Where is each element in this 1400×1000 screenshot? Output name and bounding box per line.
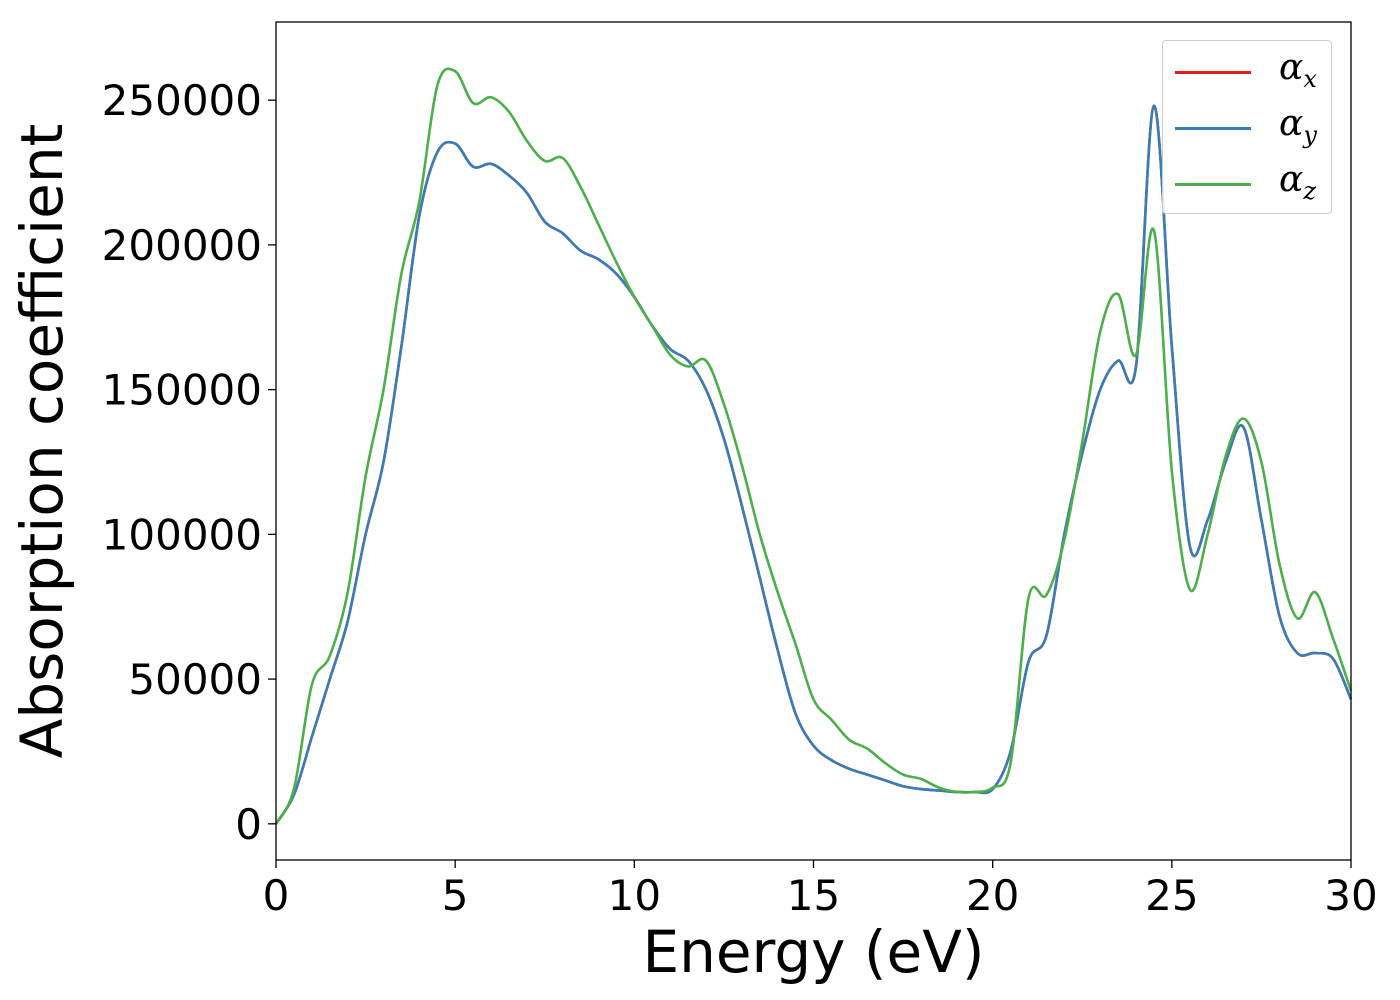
legend-label: αy xyxy=(1279,103,1317,149)
x-tick-label: 30 xyxy=(1324,871,1377,920)
series-line-α-z xyxy=(274,67,1353,825)
legend-label-symbol: α xyxy=(1279,159,1304,200)
y-tick-label: 0 xyxy=(235,800,262,849)
x-tick-label: 0 xyxy=(263,871,290,920)
legend-label-symbol: α xyxy=(1279,47,1304,88)
legend-swatch xyxy=(1175,183,1251,186)
legend-entry-α-z: αz xyxy=(1163,157,1331,213)
legend-label: αz xyxy=(1279,159,1316,205)
legend-swatch xyxy=(1175,127,1251,130)
series-line-α-y xyxy=(274,104,1353,825)
y-tick-label: 250000 xyxy=(102,76,262,125)
legend-label-symbol: α xyxy=(1279,103,1304,144)
y-tick-label: 200000 xyxy=(102,221,262,270)
legend-label: αx xyxy=(1279,47,1317,93)
x-axis-label: Energy (eV) xyxy=(642,918,984,986)
x-tick-label: 25 xyxy=(1145,871,1198,920)
legend-entry-α-y: αy xyxy=(1163,101,1331,157)
series-layer xyxy=(274,67,1353,825)
x-tick-label: 20 xyxy=(966,871,1019,920)
legend-label-subscript: z xyxy=(1303,177,1316,205)
x-tick-label: 10 xyxy=(608,871,661,920)
x-axis-ticks: 0 5 10 15 20 25 30 xyxy=(263,860,1378,920)
legend-label-subscript: y xyxy=(1303,121,1317,149)
y-tick-label: 100000 xyxy=(102,510,262,559)
legend-label-subscript: x xyxy=(1303,65,1317,93)
legend: αx αy αz xyxy=(1162,40,1332,214)
legend-swatch xyxy=(1175,71,1251,74)
y-axis-label: Absorption coefficient xyxy=(8,124,76,759)
x-tick-label: 5 xyxy=(442,871,469,920)
y-axis-ticks: 0 50000 100000 150000 200000 250000 xyxy=(102,76,276,849)
y-tick-label: 150000 xyxy=(102,366,262,415)
x-tick-label: 15 xyxy=(787,871,840,920)
legend-entry-α-x: αx xyxy=(1163,45,1331,101)
y-tick-label: 50000 xyxy=(128,655,262,704)
